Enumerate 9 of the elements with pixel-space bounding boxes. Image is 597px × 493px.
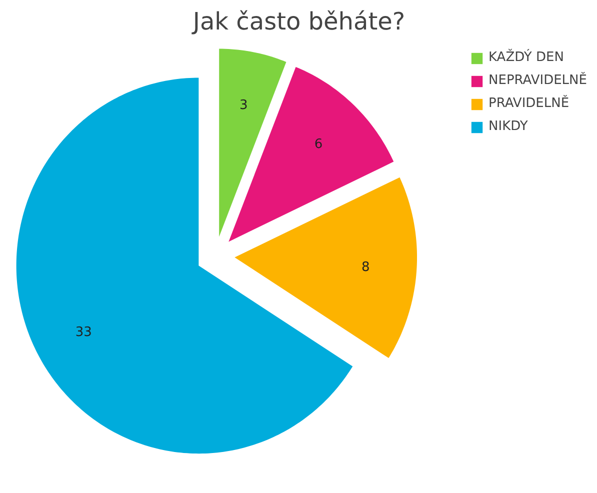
data-label: 3 bbox=[240, 98, 248, 113]
legend-label: NEPRAVIDELNĚ bbox=[488, 73, 587, 88]
data-label: 8 bbox=[362, 260, 370, 275]
chart-title: Jak často běháte? bbox=[190, 8, 406, 36]
data-label: 33 bbox=[75, 324, 92, 340]
legend-label: NIKDY bbox=[488, 119, 528, 134]
data-label: 6 bbox=[314, 137, 323, 152]
legend-label: PRAVIDELNĚ bbox=[488, 96, 570, 111]
legend-label: KAŽDÝ DEN bbox=[488, 50, 564, 65]
